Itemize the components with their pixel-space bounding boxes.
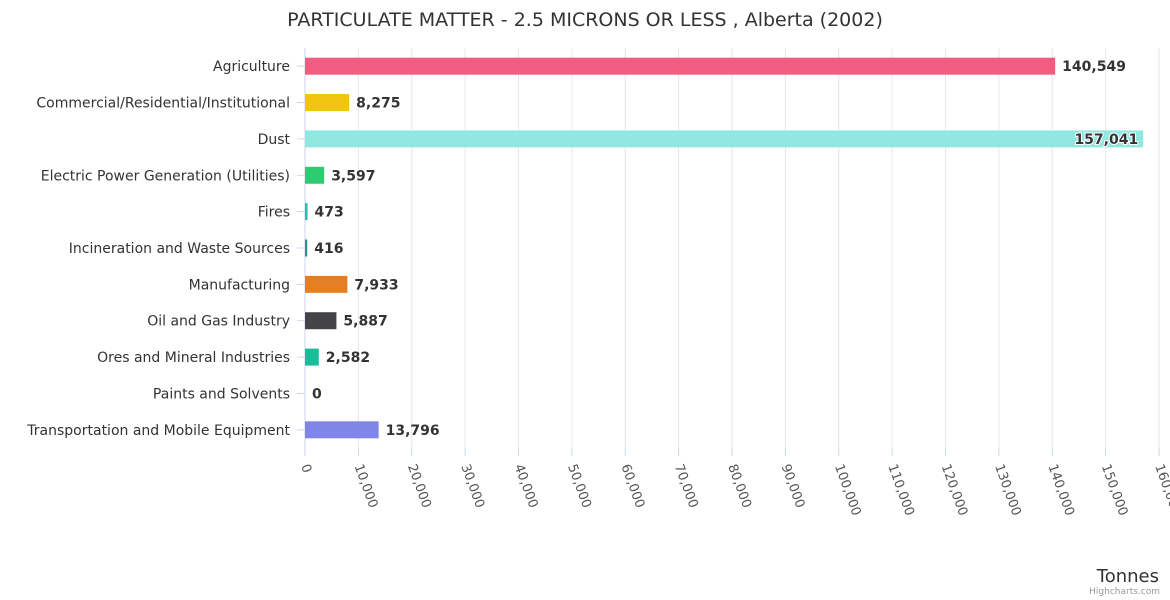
bars [305,57,1144,439]
x-tick-label: 20,000 [404,462,434,510]
data-label: 8,275 [356,96,400,112]
bar[interactable] [305,421,379,439]
credit-text[interactable]: Highcharts.com [1089,587,1160,597]
bar[interactable] [305,57,1056,75]
data-label: 416 [314,241,343,257]
data-label: 13,796 [386,423,440,439]
bar[interactable] [305,239,308,257]
category-label: Commercial/Residential/Institutional [36,96,290,112]
category-label: Incineration and Waste Sources [69,241,290,257]
data-label: 3,597 [331,168,375,184]
category-label: Fires [258,205,290,221]
bar[interactable] [305,275,348,293]
category-label: Oil and Gas Industry [147,314,290,330]
bar[interactable] [305,166,325,184]
category-labels: Agriculture Commercial/Residential/Instit… [26,59,305,439]
bar[interactable] [305,312,337,330]
category-label: Electric Power Generation (Utilities) [41,168,290,184]
data-labels: 140,549 8,275 157,041 3,597 473 416 7,933 5,887… [312,59,1139,439]
x-tick-label: 150,000 [1098,462,1130,518]
x-tick-label: 50,000 [564,462,594,510]
x-tick-label: 10,000 [351,462,381,510]
data-label: 2,582 [326,350,370,366]
x-tick-label: 90,000 [778,462,808,510]
chart-title: PARTICULATE MATTER - 2.5 MICRONS OR LESS… [287,9,883,31]
category-label: Agriculture [213,59,290,75]
data-label: 157,041 [1074,132,1138,148]
x-tick-label: 30,000 [457,462,487,510]
data-label: 140,549 [1062,59,1126,75]
category-label: Dust [258,132,291,148]
data-label: 0 [312,386,322,402]
x-tick-label: 80,000 [724,462,754,510]
x-tick-label: 120,000 [938,462,970,518]
x-axis-title: Tonnes [1096,566,1159,587]
x-tick-label: 0 [297,462,314,475]
category-label: Transportation and Mobile Equipment [26,423,290,439]
category-label: Manufacturing [189,277,290,293]
bar[interactable] [305,94,350,112]
data-label: 7,933 [354,277,398,293]
x-tick-label: 140,000 [1044,462,1076,518]
data-label: 473 [315,205,344,221]
x-tick-label: 110,000 [884,462,916,518]
bar[interactable] [305,203,308,221]
x-tick-label: 130,000 [991,462,1023,518]
data-label: 5,887 [343,314,387,330]
x-tick-label: 70,000 [671,462,701,510]
category-label: Paints and Solvents [153,386,290,402]
gridlines [304,48,1160,448]
category-label: Ores and Mineral Industries [97,350,290,366]
x-axis-ticks: 0 10,000 20,000 30,000 40,000 50,000 60,000 70,… [297,448,1170,518]
bar[interactable] [305,348,319,366]
x-tick-label: 40,000 [511,462,541,510]
bar[interactable] [305,130,1144,148]
x-tick-label: 60,000 [617,462,647,510]
x-tick-label: 100,000 [831,462,863,518]
x-tick-label: 160,000 [1151,462,1170,518]
